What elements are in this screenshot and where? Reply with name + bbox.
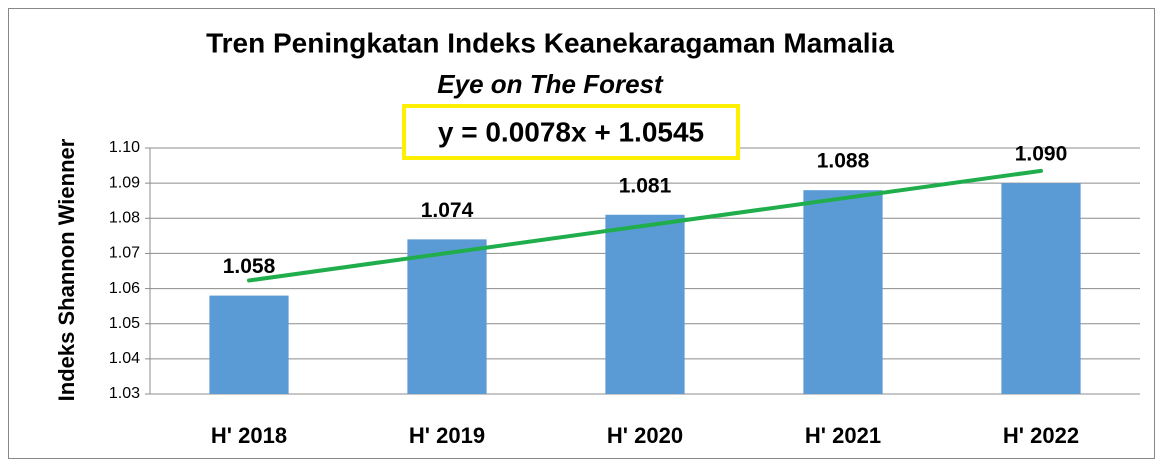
y-tick-label: 1.10 [109,139,140,156]
trendline [247,168,1043,283]
chart-title: Tren Peningkatan Indeks Keanekaragaman M… [206,27,894,58]
y-tick-label: 1.05 [109,315,140,332]
equation-box [402,104,740,160]
x-tick-label: H' 2019 [409,423,485,448]
x-tick-label: H' 2022 [1003,423,1079,448]
data-label: 1.081 [619,174,672,197]
y-tick-label: 1.08 [109,210,140,227]
x-tick-label: H' 2018 [211,423,287,448]
bar [605,214,685,394]
bar [407,239,487,394]
bar [209,295,289,394]
y-tick-label: 1.07 [109,245,140,262]
trendline-equation: y = 0.0078x + 1.0545 [438,116,704,147]
bar [803,190,883,394]
y-tick-label: 1.06 [109,280,140,297]
bar [1001,183,1081,394]
data-label: 1.074 [421,199,474,222]
data-label: 1.090 [1015,143,1068,166]
y-tick-label: 1.04 [109,350,140,367]
data-label: 1.058 [223,255,276,278]
y-axis-label: Indeks Shannon Wienner [54,138,79,401]
x-tick-label: H' 2021 [805,423,881,448]
y-tick-label: 1.09 [109,174,140,191]
y-tick-label: 1.03 [109,385,140,402]
data-label: 1.088 [817,150,870,173]
chart-subtitle: Eye on The Forest [437,69,664,99]
x-tick-label: H' 2020 [607,423,683,448]
